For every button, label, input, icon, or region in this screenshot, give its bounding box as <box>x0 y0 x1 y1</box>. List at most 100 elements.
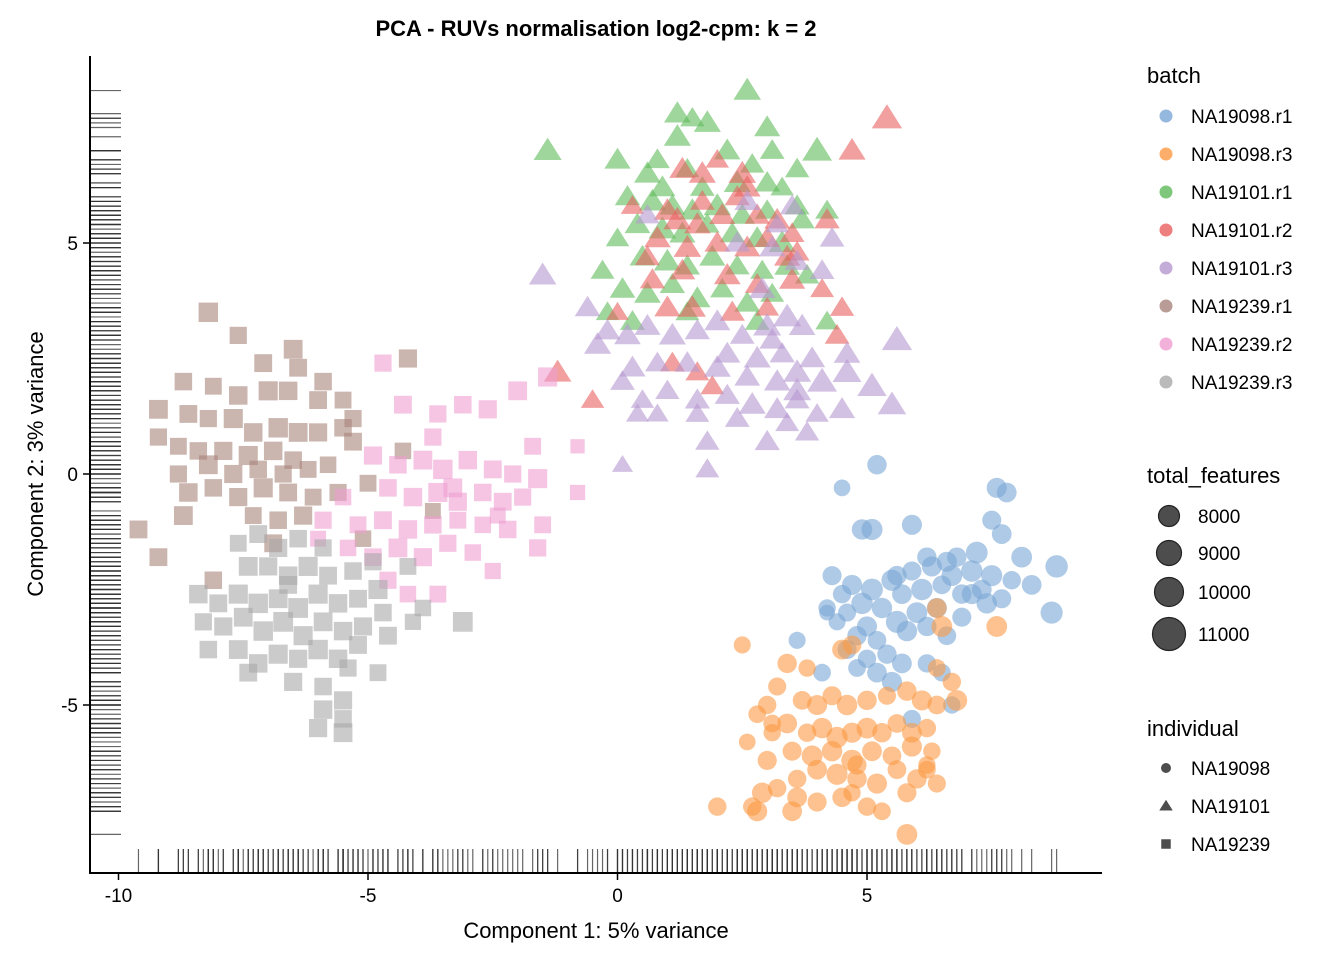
data-point <box>838 603 857 622</box>
data-point <box>897 681 917 701</box>
data-point <box>583 332 612 354</box>
data-point <box>574 295 601 317</box>
data-point <box>733 636 751 654</box>
data-point <box>927 659 946 677</box>
data-point <box>986 616 1008 637</box>
data-point <box>308 639 328 660</box>
legend-size-key <box>1151 616 1187 652</box>
data-point <box>713 262 741 285</box>
data-point <box>847 755 867 775</box>
data-point <box>1002 571 1021 590</box>
data-point <box>927 774 946 793</box>
data-point <box>514 488 532 506</box>
chart-title: PCA - RUVs normalisation log2-cpm: k = 2 <box>375 16 816 41</box>
data-point <box>807 367 838 392</box>
data-point <box>263 441 283 461</box>
data-point <box>504 465 522 483</box>
legend-shape-key <box>1159 799 1173 811</box>
data-point <box>902 561 922 581</box>
data-point <box>779 222 805 243</box>
data-point <box>198 302 219 323</box>
data-point <box>493 492 512 511</box>
legend-batch-title: batch <box>1147 63 1201 88</box>
data-point <box>149 428 168 446</box>
data-point <box>209 594 228 613</box>
data-point <box>788 313 816 336</box>
data-point <box>294 506 313 525</box>
data-point <box>663 206 692 230</box>
data-point <box>710 277 735 298</box>
data-point <box>848 659 866 677</box>
data-point <box>680 106 705 127</box>
data-point <box>334 710 352 728</box>
data-point <box>797 723 817 742</box>
data-point <box>897 783 917 803</box>
data-point <box>249 460 267 479</box>
data-point <box>784 157 810 178</box>
data-points <box>129 77 1068 845</box>
data-point <box>379 479 397 497</box>
data-point <box>349 516 367 534</box>
data-point <box>811 717 833 739</box>
data-point <box>314 539 332 557</box>
data-point <box>1040 601 1063 624</box>
data-point <box>902 709 921 728</box>
legend-batch-key <box>1159 223 1173 237</box>
data-point <box>129 520 148 539</box>
data-point <box>339 539 357 557</box>
data-point <box>708 797 727 816</box>
data-point <box>374 511 392 530</box>
data-point <box>424 516 442 534</box>
data-point <box>784 249 810 270</box>
data-point <box>965 541 988 564</box>
data-point <box>866 773 888 794</box>
data-point <box>614 323 641 345</box>
data-point <box>688 161 716 183</box>
legend-size-label: 9000 <box>1198 544 1240 565</box>
data-point <box>815 310 839 330</box>
data-point <box>991 524 1012 544</box>
y-axis-ticks: -5 0 5 <box>61 234 90 717</box>
data-point <box>414 599 432 617</box>
data-point <box>822 566 842 586</box>
data-point <box>704 231 731 252</box>
data-point <box>757 695 777 715</box>
data-point <box>787 769 807 789</box>
data-point <box>942 672 962 692</box>
data-point <box>892 584 912 605</box>
data-point <box>861 518 883 541</box>
data-point <box>298 556 318 576</box>
data-point <box>580 389 605 408</box>
data-point <box>349 636 367 654</box>
data-point <box>239 663 258 682</box>
data-point <box>754 115 781 137</box>
data-point <box>669 156 696 178</box>
data-point <box>826 763 848 785</box>
data-point <box>644 351 670 372</box>
data-point <box>635 245 660 266</box>
data-point <box>349 589 367 608</box>
data-point <box>744 203 770 224</box>
data-point <box>814 208 840 229</box>
data-point <box>304 488 322 506</box>
data-point <box>684 319 711 340</box>
legend-size-key <box>1153 576 1185 608</box>
data-point <box>881 325 913 351</box>
data-point <box>810 278 835 298</box>
data-point <box>284 672 303 691</box>
data-point <box>759 328 786 349</box>
data-point <box>244 507 262 525</box>
data-point <box>528 262 557 285</box>
data-point <box>399 585 417 603</box>
data-point <box>714 138 741 160</box>
data-point <box>861 578 883 601</box>
data-point <box>374 603 392 622</box>
data-point <box>733 77 762 100</box>
data-point <box>734 189 761 211</box>
data-point <box>695 430 720 450</box>
data-point <box>754 429 780 451</box>
data-point <box>248 593 268 614</box>
legend-batch-label: NA19239.r1 <box>1191 297 1292 318</box>
data-point <box>833 341 861 363</box>
data-point <box>319 456 337 474</box>
